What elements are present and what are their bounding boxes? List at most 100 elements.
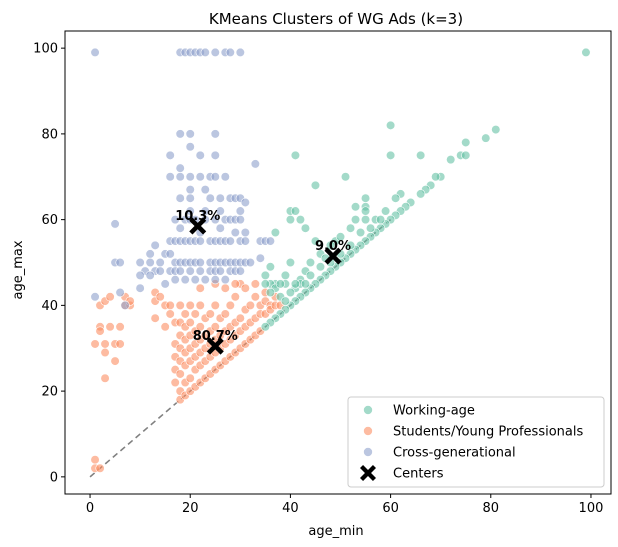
data-point <box>165 172 175 182</box>
legend-label: Centers <box>393 467 444 482</box>
cluster-center-marker <box>206 337 224 355</box>
data-point <box>190 309 200 319</box>
data-point <box>416 189 426 199</box>
plot-area: 10.3% 9.0% 80.7% <box>64 30 612 495</box>
data-point <box>210 47 220 58</box>
data-point <box>165 150 175 160</box>
data-point <box>200 275 210 285</box>
data-point <box>165 249 175 259</box>
legend-label: Students/Young Professionals <box>393 425 583 440</box>
data-point <box>280 296 291 306</box>
data-point <box>295 215 306 225</box>
data-point <box>195 322 205 332</box>
data-point <box>315 262 326 272</box>
data-point <box>310 180 321 190</box>
data-point <box>230 292 240 302</box>
data-point <box>175 163 185 173</box>
data-point <box>145 257 155 268</box>
data-point <box>135 257 145 268</box>
data-point <box>155 257 165 268</box>
y-tick-label: 40 <box>41 299 58 314</box>
data-point <box>265 262 275 272</box>
data-point <box>195 150 205 160</box>
legend-marker <box>363 447 373 457</box>
data-point <box>185 317 195 328</box>
data-point <box>205 193 215 203</box>
data-point <box>145 270 155 280</box>
data-point <box>240 283 250 293</box>
cluster-percentage-label: 9.0% <box>315 239 351 254</box>
data-point <box>340 172 351 182</box>
series-1 <box>90 279 285 473</box>
data-point <box>290 150 301 160</box>
data-point <box>180 309 190 319</box>
data-point <box>160 322 170 332</box>
data-point <box>195 266 205 276</box>
data-point <box>285 257 296 268</box>
y-tick-label: 0 <box>50 470 58 485</box>
data-point <box>240 197 250 208</box>
data-point <box>185 172 195 182</box>
data-point <box>90 292 100 302</box>
data-point <box>115 339 125 349</box>
legend-label: Working-age <box>393 404 475 419</box>
data-point <box>175 223 185 233</box>
data-point <box>190 275 200 285</box>
data-point <box>416 150 426 160</box>
data-point <box>170 377 180 388</box>
y-tick-label: 80 <box>41 127 58 142</box>
data-point <box>110 219 120 229</box>
cluster-centers: 10.3% 9.0% 80.7% <box>175 209 351 355</box>
data-point <box>200 47 210 58</box>
data-point <box>185 129 195 139</box>
data-point <box>220 309 230 319</box>
data-point <box>310 236 321 246</box>
data-point <box>280 270 291 280</box>
x-axis-title: age_min <box>308 524 363 539</box>
data-point <box>285 215 296 225</box>
data-point <box>175 300 185 310</box>
cluster-percentage-label: 10.3% <box>175 209 220 224</box>
data-point <box>185 373 195 383</box>
data-point <box>240 227 250 238</box>
data-point <box>175 193 185 203</box>
data-point <box>110 356 120 366</box>
data-point <box>225 236 235 246</box>
data-point <box>260 322 270 332</box>
data-point <box>250 292 260 302</box>
legend-marker <box>363 426 373 436</box>
data-point <box>365 223 376 233</box>
data-point <box>581 47 591 58</box>
series-2 <box>90 47 275 310</box>
data-point <box>120 300 130 310</box>
y-tick-label: 60 <box>41 213 58 228</box>
reference-diagonal-line <box>89 219 392 478</box>
data-point <box>290 279 301 289</box>
data-point <box>210 215 220 225</box>
series-layer <box>90 47 591 473</box>
data-point <box>155 266 165 276</box>
x-tick-label: 0 <box>86 501 94 516</box>
data-point <box>150 313 160 323</box>
chart-title: KMeans Clusters of WG Ads (k=3) <box>209 10 463 28</box>
data-point <box>220 275 230 285</box>
data-point <box>115 322 125 332</box>
data-point <box>270 227 280 238</box>
data-point <box>195 300 205 310</box>
data-point <box>165 309 175 319</box>
data-point <box>481 133 491 143</box>
data-point <box>360 215 371 225</box>
data-point <box>220 283 230 293</box>
data-point <box>360 206 371 216</box>
data-point <box>345 223 356 233</box>
data-point <box>200 185 210 195</box>
cluster-center-marker <box>324 247 342 265</box>
x-tick-label: 60 <box>382 501 399 516</box>
data-point <box>95 326 105 336</box>
data-point <box>210 150 220 160</box>
data-point <box>245 257 255 268</box>
data-point <box>255 253 265 263</box>
data-point <box>235 266 245 276</box>
data-point <box>90 47 100 58</box>
data-point <box>380 206 391 216</box>
